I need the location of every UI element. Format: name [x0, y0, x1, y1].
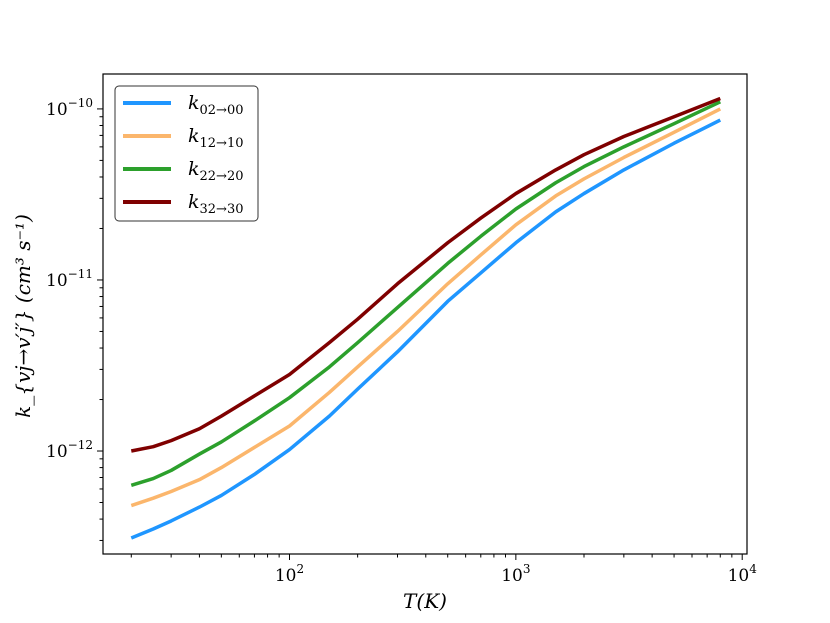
x-tick-label-0: 102: [275, 562, 304, 586]
legend-label-1: k12→10: [188, 125, 244, 151]
legend-box: [114, 85, 259, 222]
series-line-2: [130, 100, 722, 488]
y-tick-label-0: 10−12: [46, 438, 93, 462]
legend-label-3: k32→30: [188, 191, 244, 217]
y-axis-label: k_{vj→v′j′} (cm³ s⁻¹): [11, 214, 35, 418]
y-tick-label-2: 10−10: [46, 96, 93, 120]
legend-label-2: k22→20: [188, 158, 244, 184]
x-tick-label-2: 104: [728, 562, 758, 586]
series-line-1: [130, 107, 722, 508]
plot-frame: [102, 73, 748, 555]
y-axis-ticks: 10−12 10−11 10−10: [46, 96, 103, 541]
series-line-0: [130, 118, 722, 540]
legend-items: k02→00 k12→10 k22→20 k32→30: [123, 92, 244, 217]
legend-label-0: k02→00: [188, 92, 244, 118]
y-tick-label-1: 10−11: [46, 267, 93, 291]
series-line-3: [130, 96, 721, 453]
x-tick-label-1: 103: [501, 562, 530, 586]
legend: k02→00 k12→10 k22→20 k32→30: [114, 85, 259, 222]
x-axis-label: T(K): [403, 589, 447, 613]
x-axis-ticks: 102 103 104: [130, 554, 758, 586]
series-layer: [130, 96, 722, 540]
